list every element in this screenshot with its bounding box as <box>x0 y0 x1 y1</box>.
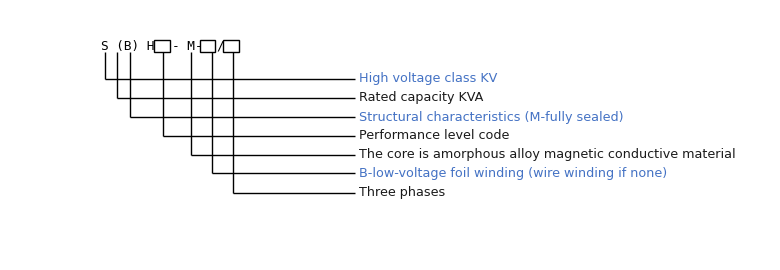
Text: The core is amorphous alloy magnetic conductive material: The core is amorphous alloy magnetic con… <box>360 148 736 161</box>
Text: High voltage class KV: High voltage class KV <box>360 72 498 85</box>
Text: - M-: - M- <box>172 40 202 53</box>
Text: Structural characteristics (M-fully sealed): Structural characteristics (M-fully seal… <box>360 111 624 124</box>
Text: S (B) H: S (B) H <box>101 40 154 53</box>
FancyBboxPatch shape <box>200 40 215 52</box>
Text: Rated capacity KVA: Rated capacity KVA <box>360 91 484 104</box>
Text: Performance level code: Performance level code <box>360 129 510 142</box>
Text: /: / <box>217 40 225 53</box>
FancyBboxPatch shape <box>223 40 239 52</box>
FancyBboxPatch shape <box>154 40 169 52</box>
Text: Three phases: Three phases <box>360 186 445 199</box>
Text: B-low-voltage foil winding (wire winding if none): B-low-voltage foil winding (wire winding… <box>360 167 668 180</box>
